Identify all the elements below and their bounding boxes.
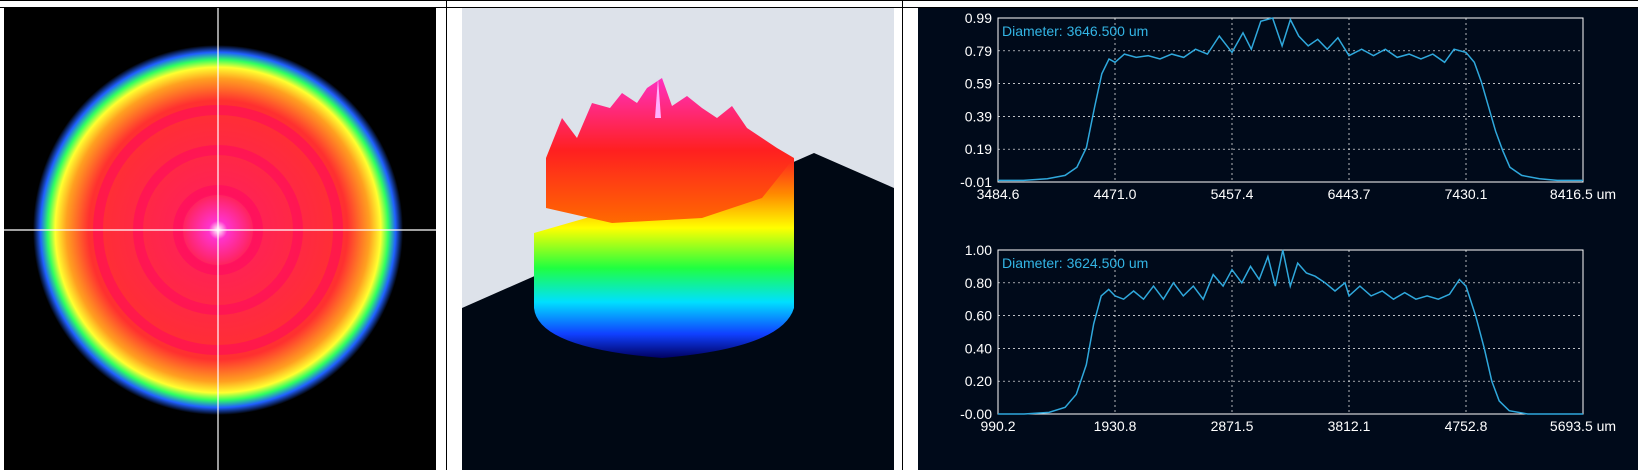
profile-1-y-tick-label: 0.79 (965, 43, 992, 59)
profile-2-y-tick-label: 0.20 (965, 373, 992, 389)
beam-2d-svg (4, 8, 436, 470)
table-top-border (0, 0, 1638, 1)
profile-2-diameter-label: Diameter: 3624.500 um (1002, 255, 1148, 271)
profile-1-y-tick-label: 0.99 (965, 10, 992, 26)
cell-divider-right (902, 0, 903, 470)
beam-2d-intensity-map (4, 8, 436, 470)
profiles-svg: 0.99 0.79 0.59 0.39 0.19 -0.01 3484.6 4471.0 54… (960, 10, 1616, 434)
profile-2-x-ticks: 990.2 1930.8 2871.5 3812.1 4752.8 5693.5 um (980, 418, 1616, 434)
profile-1-plot-area (997, 17, 1584, 183)
profile-2-grid (998, 250, 1583, 414)
profile-1-grid (998, 18, 1583, 182)
cell-divider-left (446, 0, 447, 470)
profile-1-y-tick-label: -0.01 (960, 174, 992, 190)
profile-2-x-tick-label: 4752.8 (1445, 418, 1488, 434)
profile-1-diameter-label: Diameter: 3646.500 um (1002, 23, 1148, 39)
profile-1-x-tick-label: 5457.4 (1211, 186, 1254, 202)
profile-1-x-tick-label: 8416.5 um (1550, 186, 1616, 202)
profile-2-y-tick-label: 1.00 (965, 242, 992, 258)
profile-2-y-tick-label: 0.60 (965, 308, 992, 324)
profile-2-y-ticks: 1.00 0.80 0.60 0.40 0.20 -0.00 (960, 242, 992, 422)
profile-2-x-tick-label: 990.2 (980, 418, 1015, 434)
profile-chart-1: 0.99 0.79 0.59 0.39 0.19 -0.01 3484.6 4471.0 54… (960, 10, 1616, 202)
table-top-rule (0, 7, 1638, 8)
3d-beam-peak (655, 78, 661, 118)
profile-1-y-tick-label: 0.19 (965, 141, 992, 157)
profile-1-y-ticks: 0.99 0.79 0.59 0.39 0.19 -0.01 (960, 10, 992, 190)
profile-1-y-tick-label: 0.59 (965, 76, 992, 92)
3d-beam-top (546, 78, 794, 223)
profile-1-x-tick-label: 6443.7 (1328, 186, 1371, 202)
profile-2-series-line (998, 249, 1583, 415)
profile-1-series-line (998, 17, 1583, 182)
profile-2-y-tick-label: 0.80 (965, 275, 992, 291)
profile-2-x-tick-label: 2871.5 (1211, 418, 1254, 434)
beam-3d-svg (462, 78, 894, 470)
profile-2-x-tick-label: 1930.8 (1094, 418, 1137, 434)
profile-1-x-tick-label: 7430.1 (1445, 186, 1488, 202)
profile-chart-2: 1.00 0.80 0.60 0.40 0.20 -0.00 990.2 1930.8 287… (960, 242, 1616, 434)
profile-1-x-tick-label: 4471.0 (1094, 186, 1137, 202)
profile-1-x-ticks: 3484.6 4471.0 5457.4 6443.7 7430.1 8416.5 um (977, 186, 1617, 202)
profile-2-x-tick-label: 5693.5 um (1550, 418, 1616, 434)
profile-2-plot-area (997, 249, 1584, 415)
profile-2-x-tick-label: 3812.1 (1328, 418, 1371, 434)
profile-2-y-tick-label: -0.00 (960, 406, 992, 422)
beam-3d-surface-plot (462, 8, 894, 470)
profile-1-y-tick-label: 0.39 (965, 108, 992, 124)
profile-1-x-tick-label: 3484.6 (977, 186, 1020, 202)
beam-line-profiles: 0.99 0.79 0.59 0.39 0.19 -0.01 3484.6 4471.0 54… (918, 8, 1638, 470)
profile-2-y-tick-label: 0.40 (965, 340, 992, 356)
